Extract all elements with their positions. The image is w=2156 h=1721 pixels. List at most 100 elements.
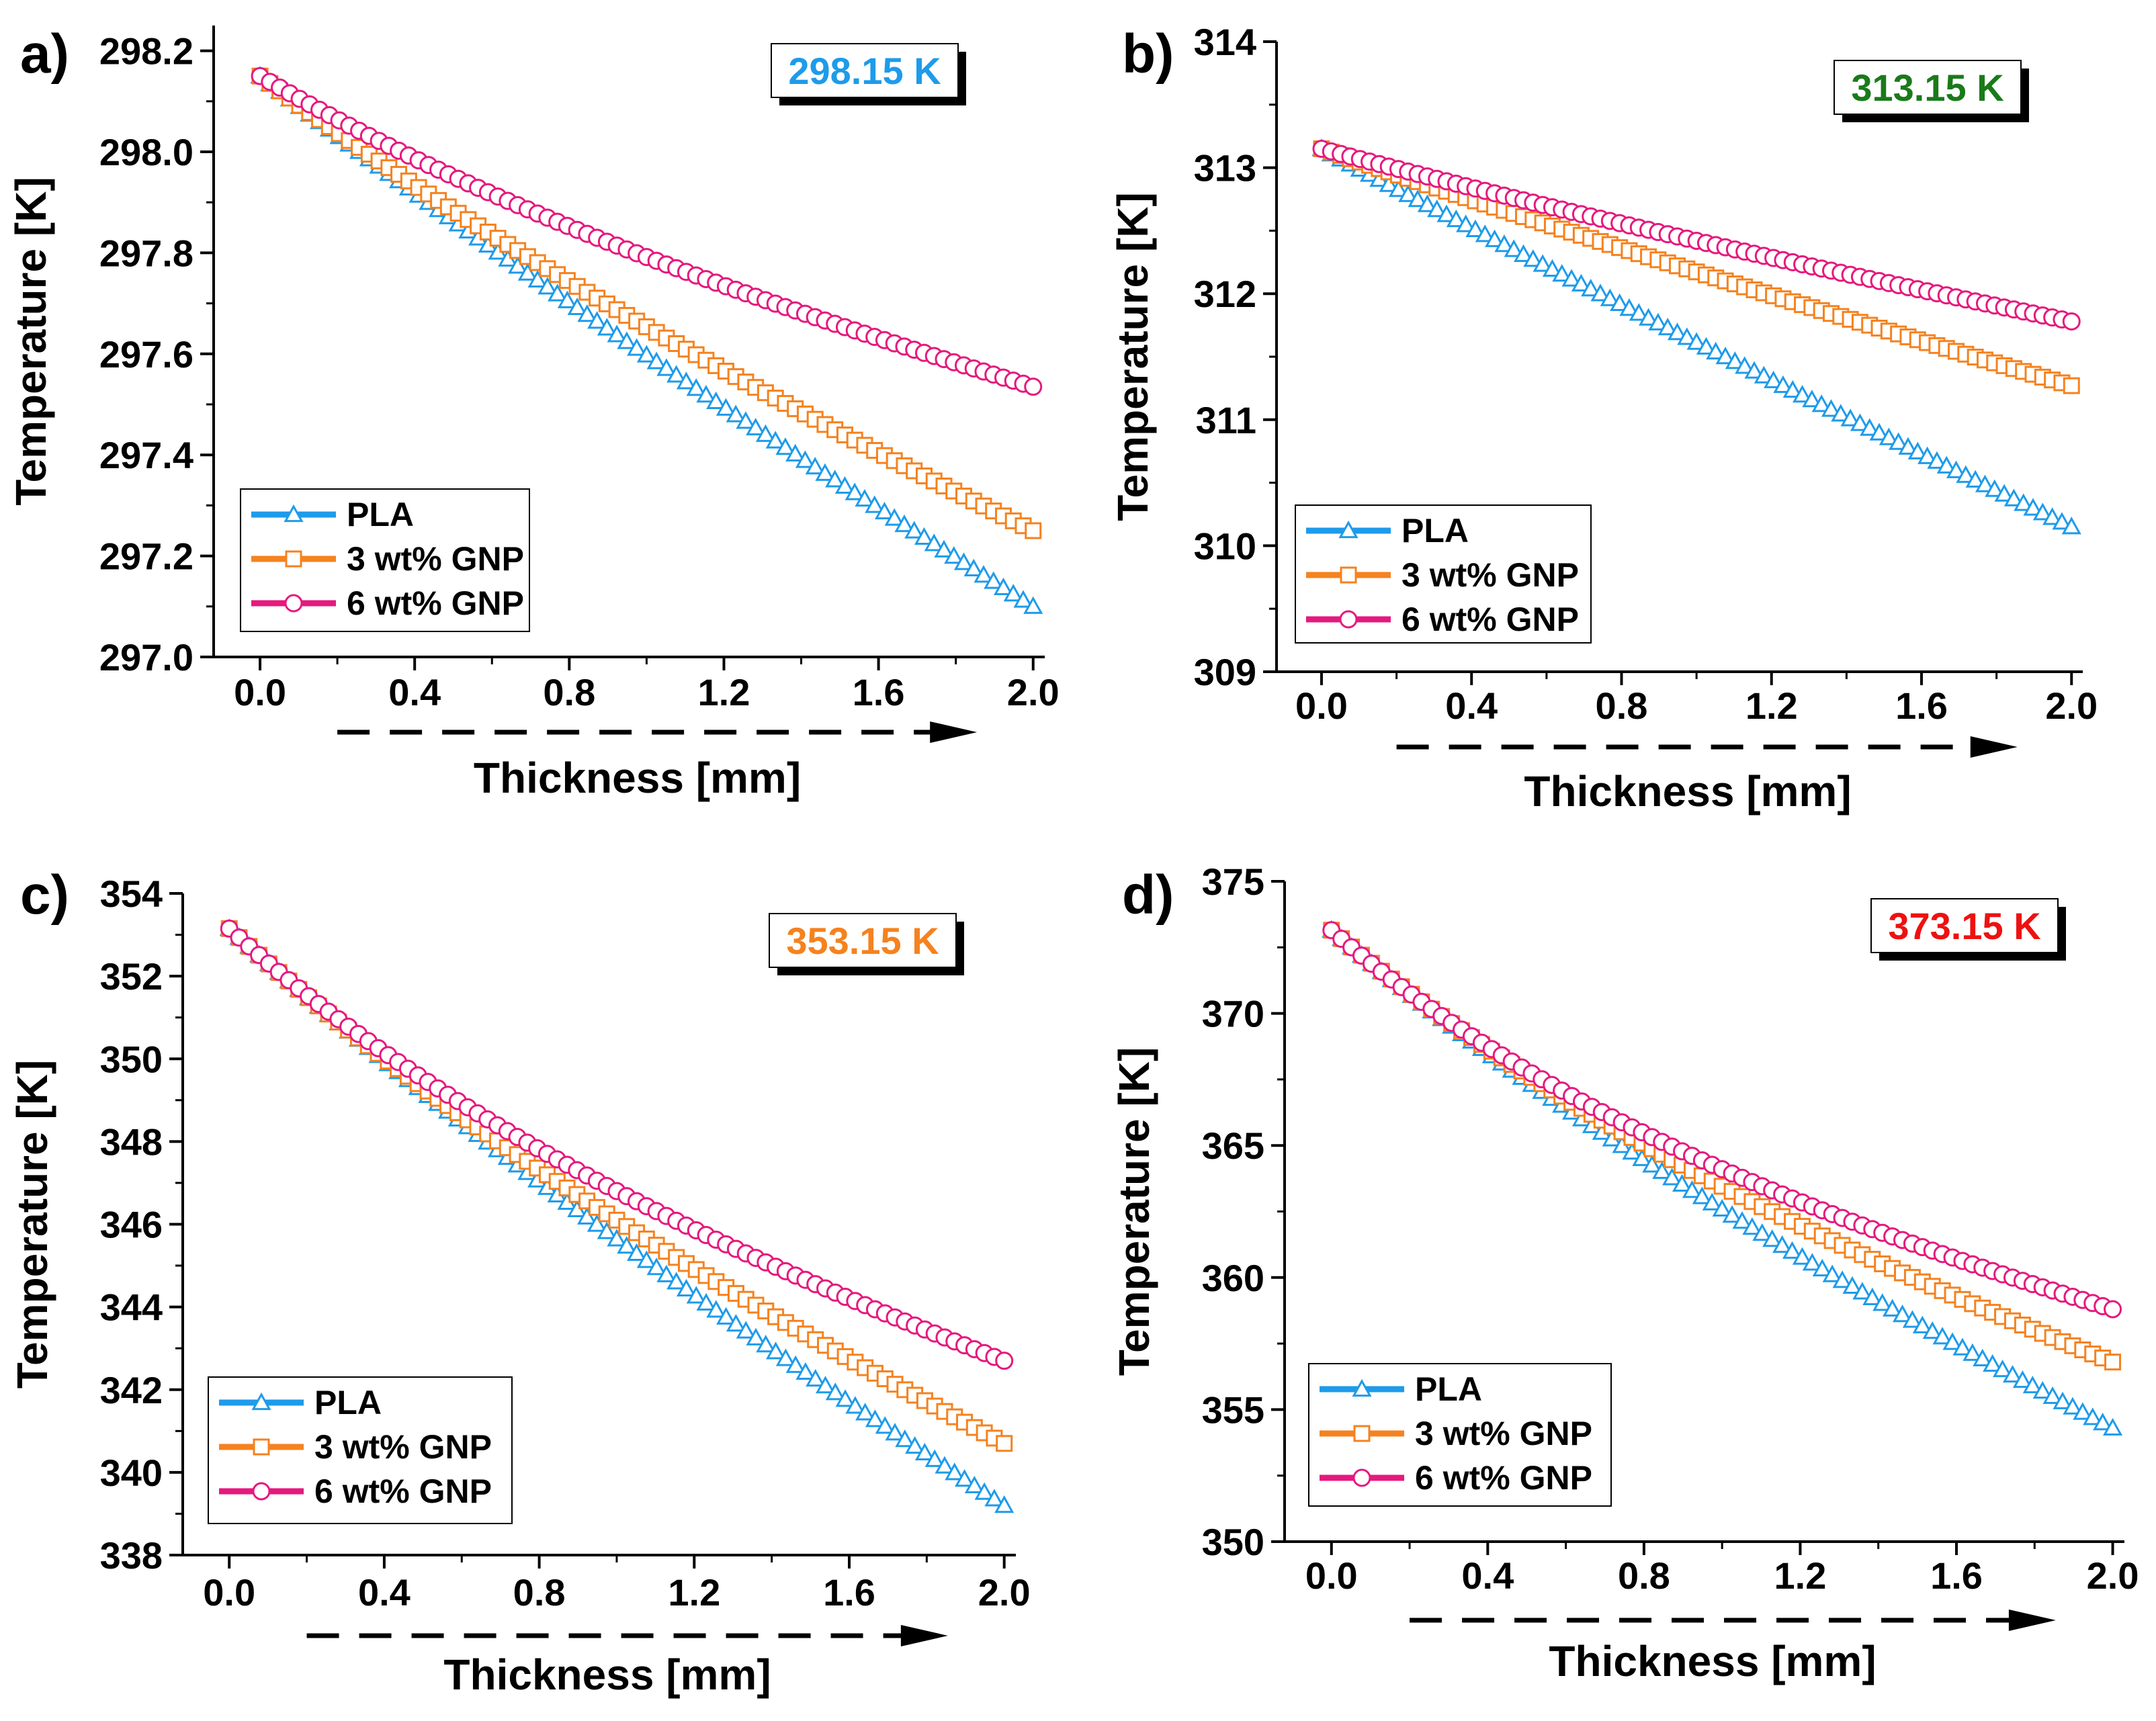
data-point [1696, 337, 1716, 355]
data-point [587, 311, 607, 329]
legend-entry: PLA [1415, 1370, 1482, 1408]
legend-entry: 3 wt% GNP [1415, 1415, 1592, 1452]
y-tick-label: 355 [1202, 1388, 1264, 1431]
data-point [1657, 317, 1678, 336]
data-point [834, 476, 855, 494]
y-tick-label: 352 [100, 955, 163, 998]
data-point [1667, 322, 1688, 341]
data-point [1927, 451, 1947, 469]
data-point [567, 297, 587, 316]
data-point [597, 318, 617, 336]
data-point [2083, 1407, 2103, 1425]
legend-marker [285, 550, 302, 568]
x-axis-label: Thickness [mm] [1524, 767, 1851, 815]
data-point [636, 1250, 656, 1268]
x-tick-label: 0.4 [1445, 685, 1498, 727]
data-point [1985, 479, 2005, 497]
data-point [587, 1214, 607, 1232]
data-point [1956, 465, 1976, 483]
data-point [1792, 1247, 1812, 1265]
legend-entry: 6 wt% GNP [1415, 1459, 1592, 1497]
series-circle [251, 67, 1043, 396]
data-point [815, 463, 835, 481]
data-point [636, 345, 656, 363]
data-point [557, 290, 577, 308]
arrow-head [1970, 736, 2018, 758]
data-point [1942, 1332, 1963, 1350]
y-axis-label: Temperature [K] [8, 1060, 56, 1389]
data-point [775, 437, 795, 455]
data-point [1983, 1354, 2003, 1372]
x-tick-label: 1.2 [1745, 685, 1798, 727]
data-point [617, 1236, 637, 1254]
data-point [1581, 279, 1601, 297]
data-point [855, 1403, 875, 1421]
arrow-head [930, 721, 978, 743]
data-point [746, 417, 766, 436]
data-point [795, 1362, 816, 1380]
data-point [1862, 1287, 1883, 1305]
data-point [2003, 488, 2024, 506]
data-point [716, 398, 736, 416]
data-point [1706, 341, 1726, 360]
y-tick-label: 298.0 [99, 131, 193, 173]
y-tick-label: 312 [1194, 273, 1256, 315]
data-point [785, 443, 806, 461]
data-point [875, 1416, 895, 1434]
series-line [1330, 929, 2114, 1364]
data-point [855, 488, 875, 507]
y-tick-label: 365 [1202, 1124, 1264, 1167]
data-point [1840, 408, 1860, 427]
data-point [984, 571, 1004, 589]
x-tick-label: 2.0 [1007, 671, 1060, 713]
data-point [2104, 1300, 2122, 1319]
data-point [963, 558, 984, 576]
data-point [1677, 327, 1697, 345]
x-tick-label: 0.8 [513, 1571, 566, 1614]
data-point [953, 552, 974, 570]
data-point [2042, 1386, 2063, 1405]
data-point [1436, 204, 1457, 222]
data-point [845, 1396, 865, 1414]
data-point [1652, 1161, 1672, 1180]
data-point [954, 1469, 975, 1487]
data-point [884, 508, 904, 526]
legend: PLA 3 wt% GNP 6 wt% GNP [240, 488, 530, 632]
y-tick-label: 313 [1194, 147, 1256, 189]
data-point [686, 1286, 706, 1304]
data-point [1417, 194, 1437, 212]
legend-marker [1352, 1468, 1371, 1487]
data-point [1398, 184, 1418, 202]
title-box [771, 43, 959, 98]
data-point [1388, 179, 1409, 197]
temperature-label: 373.15 K [1888, 905, 2040, 947]
data-point [1762, 1229, 1782, 1247]
data-point [1742, 1217, 1762, 1235]
data-point [1792, 385, 1813, 403]
temperature-label: 313.15 K [1851, 67, 2003, 109]
data-point [996, 1435, 1013, 1452]
legend-marker [253, 1438, 270, 1456]
data-point [1672, 1174, 1692, 1192]
data-point [1735, 356, 1755, 374]
data-point [2104, 1354, 2122, 1371]
legend-entry: 6 wt% GNP [1402, 601, 1579, 638]
data-point [825, 1382, 845, 1401]
x-tick-label: 0.0 [203, 1571, 255, 1614]
data-point [597, 1221, 617, 1239]
data-point [1852, 1282, 1872, 1300]
data-point [2063, 377, 2080, 394]
y-tick-label: 309 [1194, 651, 1256, 693]
x-tick-label: 1.2 [698, 671, 750, 713]
x-tick-label: 0.4 [1461, 1554, 1514, 1597]
y-tick-label: 350 [100, 1038, 163, 1080]
y-tick-label: 370 [1202, 993, 1264, 1035]
data-point [1013, 590, 1033, 608]
data-point [1662, 1167, 1682, 1186]
x-tick-label: 2.0 [978, 1571, 1031, 1614]
data-point [1712, 1198, 1732, 1217]
data-point [706, 1300, 726, 1318]
data-point [1590, 283, 1610, 302]
data-point [1754, 365, 1774, 384]
data-point [1408, 189, 1428, 208]
